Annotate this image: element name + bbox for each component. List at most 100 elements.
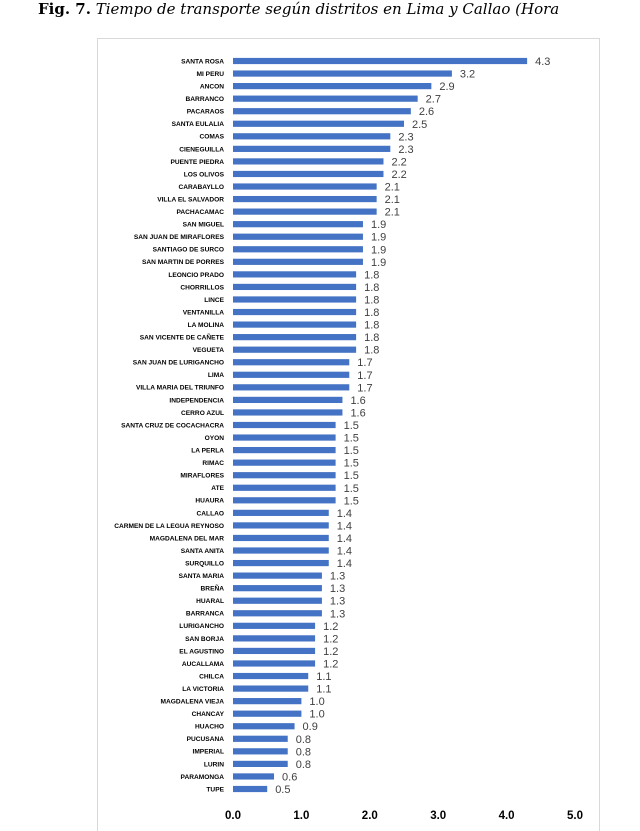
category-label: BARRANCA — [186, 611, 224, 618]
bar — [233, 610, 322, 617]
bar — [233, 120, 404, 127]
value-label: 1.5 — [344, 433, 359, 445]
value-label: 0.6 — [282, 771, 297, 783]
bar — [233, 585, 322, 592]
x-tick-label: 0.0 — [225, 810, 241, 822]
value-label: 2.3 — [398, 131, 413, 143]
value-label: 1.5 — [344, 420, 359, 432]
bar — [233, 685, 309, 692]
category-label: SAN MIGUEL — [183, 222, 224, 229]
category-label: SANTA MARIA — [179, 573, 225, 580]
bar — [233, 183, 377, 190]
value-label: 1.9 — [371, 232, 386, 244]
category-label: MIRAFLORES — [180, 473, 224, 480]
category-label: VENTANILLA — [183, 309, 225, 316]
bar — [233, 597, 322, 604]
value-label: 1.2 — [323, 633, 338, 645]
x-tick-label: 4.0 — [499, 810, 515, 822]
bar — [233, 572, 322, 579]
value-label: 1.8 — [364, 320, 379, 332]
bar — [233, 773, 275, 780]
value-label: 1.4 — [337, 558, 352, 570]
category-label: ANCON — [200, 84, 224, 91]
category-label: COMAS — [199, 134, 224, 141]
bar — [233, 447, 336, 454]
bar — [233, 208, 377, 215]
category-label: PACARAOS — [187, 109, 225, 116]
bar — [233, 509, 329, 516]
bar — [233, 660, 316, 667]
value-label: 3.2 — [460, 69, 475, 81]
category-label: SANTA EULALIA — [172, 121, 225, 128]
value-label: 1.5 — [344, 495, 359, 507]
bar — [233, 559, 329, 567]
value-label: 2.7 — [426, 94, 441, 106]
value-label: 2.3 — [398, 144, 413, 156]
value-label: 1.4 — [337, 546, 352, 558]
value-label: 2.2 — [391, 169, 406, 181]
category-label: MAGDALENA DEL MAR — [150, 535, 225, 542]
category-label: SANTA ROSA — [181, 58, 224, 65]
bar — [233, 698, 302, 705]
value-label: 0.8 — [296, 746, 311, 758]
value-label: 1.3 — [330, 571, 345, 583]
category-label: CARMEN DE LA LEGUA REYNOSO — [114, 523, 224, 530]
bar — [233, 70, 452, 77]
category-label: CHANCAY — [192, 711, 225, 718]
category-label: BARRANCO — [186, 96, 224, 103]
category-label: LA VICTORIA — [182, 686, 224, 693]
category-label: BREÑA — [201, 584, 225, 593]
bar — [233, 359, 350, 366]
x-tick-label: 5.0 — [567, 810, 583, 822]
bar — [233, 421, 336, 429]
value-label: 2.1 — [385, 207, 400, 219]
category-label: SAN BORJA — [185, 636, 224, 643]
value-label: 0.5 — [275, 784, 290, 796]
value-label: 1.5 — [344, 470, 359, 482]
category-label: CHILCA — [199, 673, 224, 680]
category-label: PUCUSANA — [187, 736, 225, 743]
category-label: HUACHO — [195, 724, 224, 731]
category-label: LINCE — [204, 297, 224, 304]
category-label: LIMA — [208, 372, 224, 379]
value-label: 1.3 — [330, 583, 345, 595]
bar — [233, 308, 357, 316]
category-label: CIENEGUILLA — [179, 146, 224, 153]
value-label: 1.7 — [357, 370, 372, 382]
figure-number: Fig. 7. — [38, 0, 91, 18]
category-label: EL AGUSTINO — [179, 648, 224, 655]
bar — [233, 108, 411, 115]
bar — [233, 233, 363, 240]
value-label: 0.9 — [303, 721, 318, 733]
bar — [233, 396, 343, 403]
bar — [233, 221, 363, 228]
bar — [233, 258, 363, 265]
category-label: LOS OLIVOS — [184, 171, 225, 178]
figure-title: Tiempo de transporte según distritos en … — [95, 0, 560, 18]
bar — [233, 296, 357, 303]
bar — [233, 145, 391, 152]
category-label: SANTA CRUZ DE COCACHACRA — [121, 422, 224, 429]
value-label: 1.4 — [337, 520, 352, 532]
bar — [233, 346, 357, 353]
value-label: 1.1 — [316, 671, 331, 683]
category-label: SAN VICENTE DE CAÑETE — [140, 333, 225, 342]
x-tick-label: 3.0 — [430, 810, 446, 822]
bar — [233, 484, 336, 491]
chart-frame — [97, 38, 600, 831]
category-label: MI PERU — [197, 71, 225, 78]
value-label: 1.8 — [364, 345, 379, 357]
bar — [233, 760, 288, 767]
bar — [233, 133, 391, 140]
category-label: CERRO AZUL — [181, 410, 224, 417]
value-label: 1.1 — [316, 684, 331, 696]
value-label: 1.9 — [371, 257, 386, 269]
bar — [233, 170, 384, 178]
bar — [233, 472, 336, 479]
bar — [233, 785, 268, 793]
value-label: 2.2 — [391, 156, 406, 168]
value-label: 0.8 — [296, 759, 311, 771]
category-label: SANTA ANITA — [181, 548, 224, 555]
bar — [233, 321, 357, 328]
